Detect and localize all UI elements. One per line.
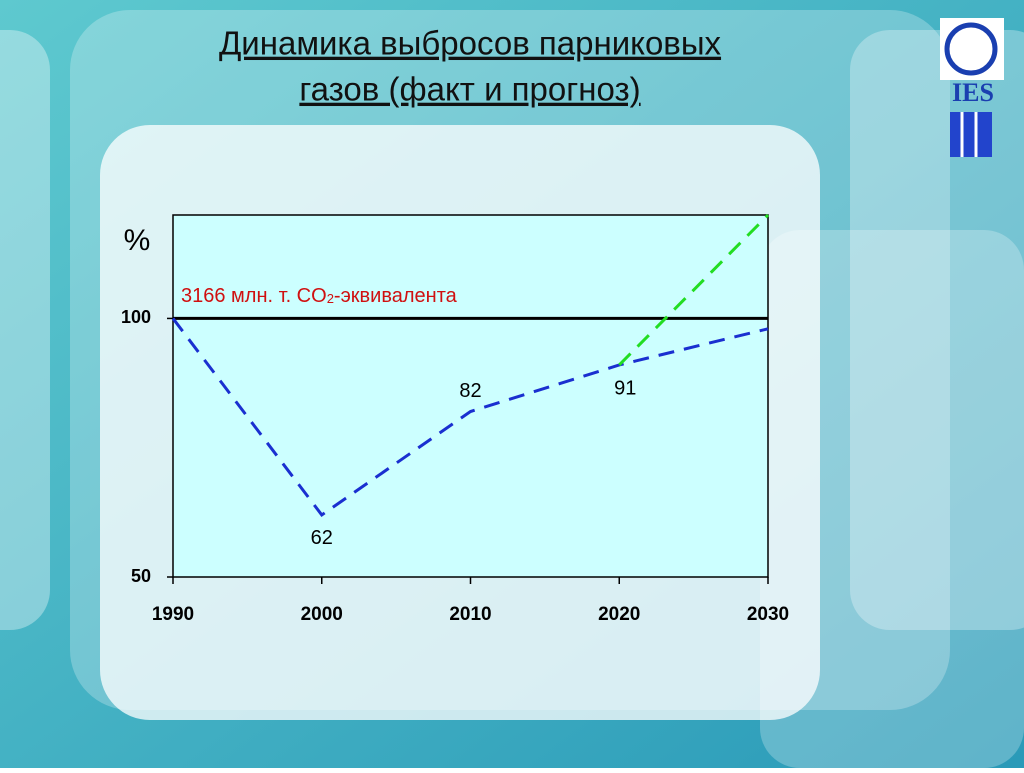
x-tick-label: 2010	[449, 604, 491, 625]
annotation-part: 3166 млн. т. CO	[181, 285, 327, 307]
title-line: газов (факт и прогноз)	[299, 71, 640, 108]
y-tick-label: 50	[131, 566, 151, 586]
title-line: Динамика выбросов парниковых	[219, 25, 722, 62]
x-tick-label: 2030	[747, 604, 789, 625]
plot-area	[172, 214, 769, 578]
panel	[760, 230, 1024, 768]
annotation-part: -эквивалента	[334, 285, 458, 307]
logo-bars	[950, 112, 992, 157]
data-label: 62	[311, 527, 333, 549]
logo-text: IES	[952, 78, 994, 107]
data-line	[618, 213, 770, 367]
data-line	[171, 317, 769, 517]
data-label: 82	[459, 380, 481, 402]
y-tick-label: 100	[121, 307, 151, 327]
panel	[0, 30, 50, 630]
panel	[850, 30, 1024, 630]
logo-circle	[944, 22, 998, 76]
x-tick-label: 2000	[301, 604, 343, 625]
chart: % 50 100 1990 2000 2010 2020 2030 3166 млн. т. C…	[121, 213, 789, 625]
data-label: 91	[614, 377, 636, 399]
y-axis-label: %	[124, 224, 151, 257]
annotation-part: 2	[327, 291, 334, 306]
x-tick-label: 1990	[152, 604, 194, 625]
annotation: 3166 млн. т. CO2-эквивалента	[181, 285, 458, 307]
x-tick-label: 2020	[598, 604, 640, 625]
